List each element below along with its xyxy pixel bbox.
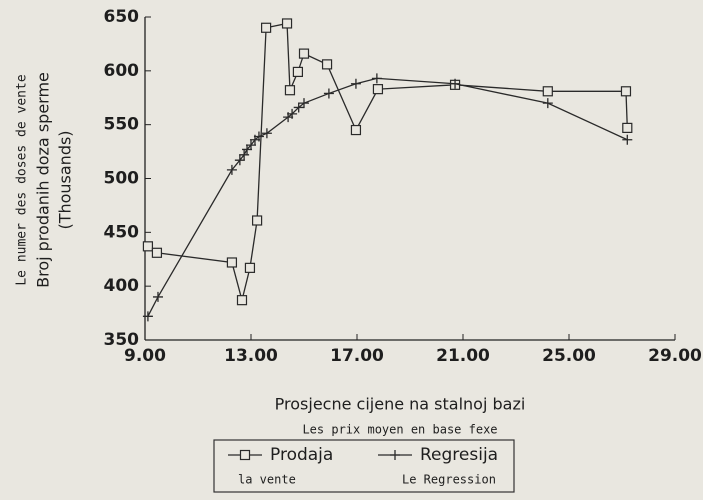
- y-tick-label: 500: [104, 169, 140, 189]
- point: [142, 311, 153, 322]
- point: [293, 102, 304, 113]
- point: [253, 131, 264, 142]
- point: [226, 257, 238, 268]
- point: [236, 295, 248, 306]
- legend-label: Prodaja: [270, 445, 333, 465]
- point: [622, 122, 633, 133]
- legend-label-fr: Le Regression: [402, 473, 496, 487]
- point: [234, 155, 245, 166]
- legend-label-fr: la vente: [238, 473, 296, 487]
- legend-marker: [239, 449, 251, 461]
- legend-marker: [390, 450, 400, 460]
- point: [261, 22, 272, 33]
- x-label: Prosjecne cijene na stalnoj bazi: [275, 395, 526, 414]
- point: [542, 86, 553, 97]
- point: [321, 59, 333, 70]
- x-tick-label: 29.00: [648, 346, 702, 366]
- point: [372, 84, 384, 95]
- point: [239, 149, 250, 160]
- x-tick-label: 9.00: [124, 346, 166, 366]
- y-label-unit: (Thousands): [56, 130, 75, 229]
- x-label-fr: Les prix moyen en base fexe: [302, 423, 497, 437]
- point: [371, 73, 382, 84]
- x-tick-label: 13.00: [224, 346, 278, 366]
- point: [450, 78, 461, 89]
- y-tick-label: 550: [104, 115, 140, 135]
- point: [298, 48, 310, 59]
- point: [350, 78, 361, 89]
- point: [152, 291, 163, 302]
- legend-box: [213, 439, 515, 493]
- point: [622, 134, 633, 145]
- legend-label: Regresija: [420, 445, 498, 465]
- point: [620, 86, 632, 97]
- y-label: Broj prodanih doza sperme: [34, 72, 53, 288]
- y-tick-label: 350: [104, 330, 140, 350]
- point: [246, 140, 256, 151]
- point: [142, 241, 154, 252]
- point: [284, 85, 296, 96]
- point: [244, 262, 256, 273]
- x-tick-label: 21.00: [436, 346, 490, 366]
- x-tick-label: 25.00: [542, 346, 596, 366]
- y-tick-label: 650: [104, 7, 140, 27]
- point: [281, 18, 293, 29]
- series-line: [147, 77, 628, 317]
- point: [542, 98, 553, 109]
- point: [323, 88, 334, 99]
- y-tick-label: 400: [104, 276, 140, 296]
- point: [299, 98, 309, 109]
- point: [287, 108, 298, 119]
- point: [251, 215, 263, 226]
- series-line: [147, 22, 628, 301]
- point: [226, 164, 237, 175]
- point: [350, 124, 362, 136]
- x-tick-label: 17.00: [330, 346, 384, 366]
- point: [261, 128, 272, 139]
- y-tick-label: 450: [104, 222, 140, 242]
- y-label-fr: Le numer des doses de vente: [15, 74, 30, 285]
- point: [151, 247, 163, 258]
- point: [292, 66, 304, 78]
- y-tick-label: 600: [104, 61, 140, 81]
